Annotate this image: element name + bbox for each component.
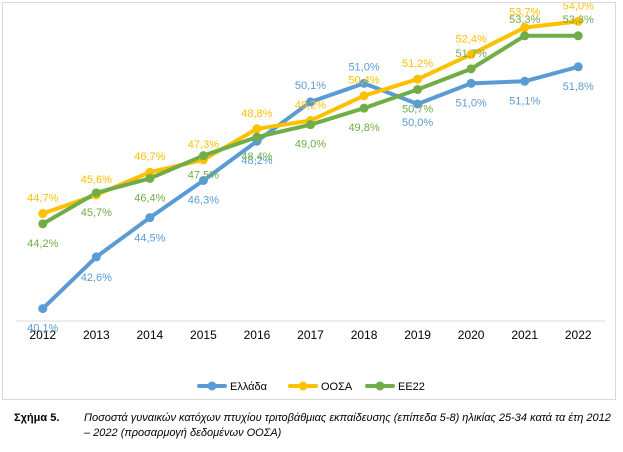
- data-point: [359, 78, 369, 88]
- data-label: 50,1%: [295, 80, 326, 92]
- data-point: [466, 78, 476, 88]
- data-label: 53,7%: [509, 7, 540, 19]
- caption-text: Ποσοστά γυναικών κατόχων πτυχίου τριτοβά…: [84, 412, 611, 439]
- data-label: 48,8%: [241, 108, 272, 120]
- x-tick-label: 2020: [458, 328, 485, 342]
- data-label: 49,8%: [348, 122, 379, 134]
- data-label: 50,0%: [402, 117, 433, 129]
- data-label: 51,0%: [456, 97, 487, 109]
- line-chart: 2012 2013 2014 2015 2016 2017 2018 2019 2020 2021…: [16, 3, 605, 393]
- data-label: 51,7%: [456, 48, 487, 60]
- x-tick-label: 2016: [244, 328, 271, 342]
- x-tick-label: 2015: [190, 328, 217, 342]
- data-point: [91, 188, 101, 198]
- data-point: [252, 132, 262, 142]
- data-point: [466, 49, 476, 59]
- data-label: 51,0%: [348, 61, 379, 73]
- data-point: [573, 31, 583, 41]
- legend-entry: ΟΟΣΑ: [321, 381, 353, 393]
- x-tick-label: 2014: [137, 328, 164, 342]
- data-label: 45,6%: [81, 174, 112, 186]
- data-label: 47,3%: [188, 139, 219, 151]
- data-point: [520, 31, 530, 41]
- legend-swatch-marker: [298, 381, 308, 391]
- data-label: 48,4%: [241, 151, 272, 163]
- x-tick-label: 2012: [29, 328, 56, 342]
- x-tick-label: 2019: [404, 328, 431, 342]
- data-label: 51,2%: [402, 58, 433, 70]
- data-label: 53,3%: [563, 14, 594, 26]
- data-point: [359, 91, 369, 101]
- data-label: 51,1%: [509, 95, 540, 107]
- data-point: [359, 103, 369, 113]
- data-label: 46,3%: [188, 194, 219, 206]
- x-tick-label: 2017: [297, 328, 324, 342]
- data-point: [573, 62, 583, 72]
- data-label: 44,2%: [27, 238, 58, 250]
- series-line-2: [40, 33, 581, 226]
- data-label: 49,0%: [295, 139, 326, 151]
- data-point: [466, 64, 476, 74]
- data-point: [306, 120, 315, 130]
- data-point: [91, 252, 101, 262]
- caption-label: Σχήμα 5.: [14, 412, 60, 424]
- data-point: [198, 151, 208, 161]
- legend-entry: Ελλάδα: [230, 381, 268, 393]
- data-label: 50,7%: [402, 104, 433, 116]
- data-label: 45,7%: [81, 207, 112, 219]
- data-point: [413, 99, 423, 109]
- legend-swatch-marker: [375, 381, 385, 391]
- data-label: 54,0%: [563, 3, 594, 12]
- x-tick-label: 2021: [511, 328, 538, 342]
- data-point: [38, 219, 48, 229]
- data-label: 40,1%: [27, 323, 58, 335]
- data-point: [145, 173, 155, 183]
- data-label: 47,5%: [188, 170, 219, 182]
- data-label: 46,7%: [134, 151, 165, 163]
- legend-entry: ΕΕ22: [398, 381, 425, 393]
- chart-area: 2012 2013 2014 2015 2016 2017 2018 2019 2020 2021…: [2, 2, 616, 400]
- data-point: [520, 23, 530, 33]
- data-label: 53,3%: [509, 14, 540, 26]
- x-tick-label: 2022: [565, 328, 592, 342]
- data-label: 52,4%: [456, 33, 487, 45]
- data-point: [520, 76, 530, 86]
- data-label: 49,2%: [295, 100, 326, 112]
- data-label: 50,4%: [348, 75, 379, 87]
- data-point: [38, 304, 48, 314]
- data-label: 46,4%: [134, 192, 165, 204]
- data-label: 42,6%: [81, 272, 112, 284]
- legend-swatch-marker: [207, 381, 217, 391]
- data-point: [145, 167, 155, 177]
- data-point: [306, 97, 315, 107]
- data-label: 48,2%: [241, 155, 272, 167]
- data-label: 44,7%: [27, 193, 58, 205]
- data-point: [252, 124, 262, 134]
- x-tick-label: 2013: [83, 328, 110, 342]
- data-point: [413, 85, 423, 95]
- data-label: 51,8%: [563, 81, 594, 93]
- data-point: [573, 16, 583, 26]
- data-point: [198, 175, 208, 185]
- data-point: [145, 213, 155, 223]
- x-tick-label: 2018: [351, 328, 378, 342]
- data-point: [38, 209, 48, 219]
- data-point: [413, 74, 423, 84]
- data-label: 44,5%: [134, 233, 165, 245]
